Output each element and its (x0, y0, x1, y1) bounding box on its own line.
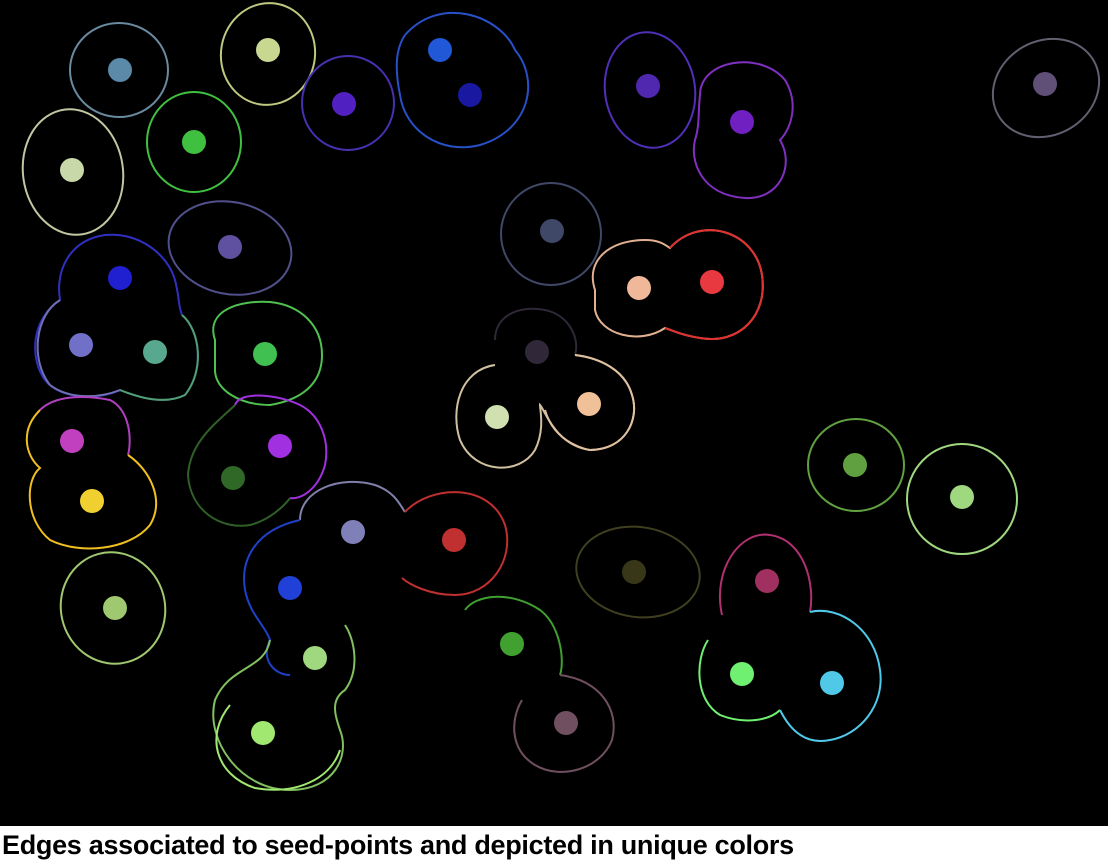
region-edge (719, 533, 813, 616)
region-edge (212, 300, 324, 407)
region-edge (500, 182, 602, 286)
region-edge (603, 31, 697, 149)
seed-point (622, 560, 646, 584)
region-edge (21, 108, 125, 236)
seed-point (540, 219, 564, 243)
region-edge (698, 639, 781, 722)
region-edge (513, 674, 615, 773)
region-edge (234, 394, 328, 500)
region-edge (167, 200, 293, 296)
seed-point (268, 434, 292, 458)
seed-point (341, 520, 365, 544)
seed-point (108, 266, 132, 290)
seed-point (820, 671, 844, 695)
seed-point (332, 92, 356, 116)
region-edge (401, 491, 509, 597)
seed-point (108, 58, 132, 82)
region-edge (69, 22, 169, 118)
seed-point (485, 405, 509, 429)
region-edge (219, 2, 317, 106)
seed-point (577, 392, 601, 416)
seed-point (525, 340, 549, 364)
seed-point (950, 485, 974, 509)
seed-point (251, 721, 275, 745)
region-edge (807, 418, 905, 512)
seed-point (253, 342, 277, 366)
seed-point (627, 276, 651, 300)
seed-point (755, 569, 779, 593)
seed-point (143, 340, 167, 364)
figure-caption: Edges associated to seed-points and depi… (2, 830, 794, 860)
seed-point (554, 711, 578, 735)
region-edge (592, 229, 764, 340)
seed-point (69, 333, 93, 357)
seed-point (442, 528, 466, 552)
seed-point (218, 235, 242, 259)
region-edge (779, 609, 882, 742)
region-edge (544, 354, 636, 452)
region-edge (692, 61, 794, 200)
region-edge (146, 91, 242, 193)
segmentation-canvas (21, 2, 1101, 792)
region-edge (301, 55, 395, 151)
seed-point (700, 270, 724, 294)
region-edge (59, 551, 167, 665)
seed-point (80, 489, 104, 513)
region-edge (36, 299, 121, 398)
seed-point (1033, 72, 1057, 96)
seed-point (60, 429, 84, 453)
seed-point (221, 466, 245, 490)
region-edge (464, 595, 563, 676)
seed-point (730, 110, 754, 134)
segmentation-figure (0, 0, 1108, 826)
region-edge (991, 37, 1101, 139)
seed-point (256, 38, 280, 62)
seed-point (636, 74, 660, 98)
seed-point (500, 632, 524, 656)
seed-point (60, 158, 84, 182)
region-edge (212, 624, 356, 792)
region-edge (243, 519, 301, 676)
seed-point (278, 576, 302, 600)
region-edge (25, 409, 158, 550)
region-edge (494, 307, 578, 356)
seed-point (730, 662, 754, 686)
seed-point (103, 596, 127, 620)
region-edge (395, 11, 530, 149)
seed-point (458, 83, 482, 107)
region-edge (215, 704, 341, 791)
region-edge (299, 480, 406, 521)
region-edge (119, 314, 199, 401)
seed-point (303, 646, 327, 670)
region-edge (664, 229, 764, 340)
region-edge (906, 443, 1018, 555)
region-edge (39, 396, 131, 456)
region-edge (186, 404, 291, 527)
seed-point (428, 38, 452, 62)
seed-point (843, 453, 867, 477)
seed-point (182, 130, 206, 154)
region-edge (575, 525, 701, 619)
